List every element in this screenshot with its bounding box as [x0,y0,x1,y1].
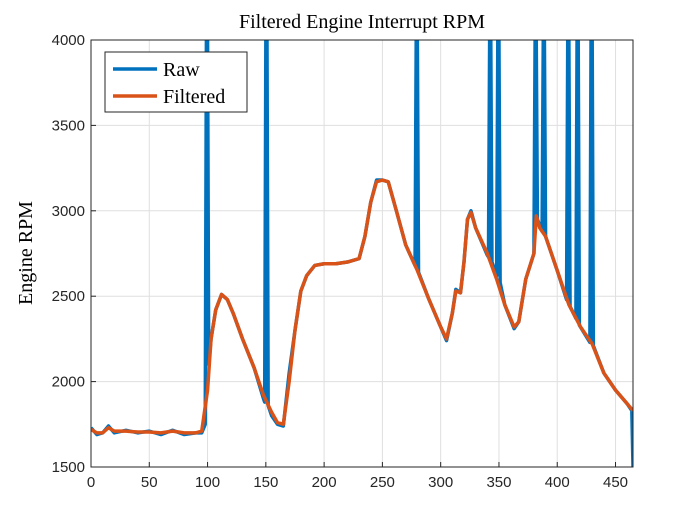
x-tick-label: 150 [253,474,278,491]
series-line [91,178,633,435]
x-tick-label: 300 [428,474,453,491]
x-tick-label: 350 [486,474,511,491]
axes-box [90,39,634,468]
x-tick-label: 250 [370,474,395,491]
x-tick-label: 50 [141,474,158,491]
y-tick-label: 1500 [52,459,85,476]
y-tick-label: 3500 [52,117,85,134]
y-tick-label: 4000 [52,32,85,49]
x-tick-label: 450 [603,474,628,491]
chart-title: Filtered Engine Interrupt RPM [239,11,485,33]
x-tick-label: 0 [87,474,95,491]
x-tick-label: 100 [195,474,220,491]
legend-label: Filtered [163,86,225,108]
y-tick-label: 2000 [52,374,85,391]
y-tick-label: 2500 [52,288,85,305]
legend-label: Raw [163,59,200,81]
y-axis-label: Engine RPM [15,201,37,305]
x-tick-label: 400 [545,474,570,491]
x-tick-label: 200 [312,474,337,491]
legend-box [104,51,248,113]
y-tick-label: 3000 [52,203,85,220]
